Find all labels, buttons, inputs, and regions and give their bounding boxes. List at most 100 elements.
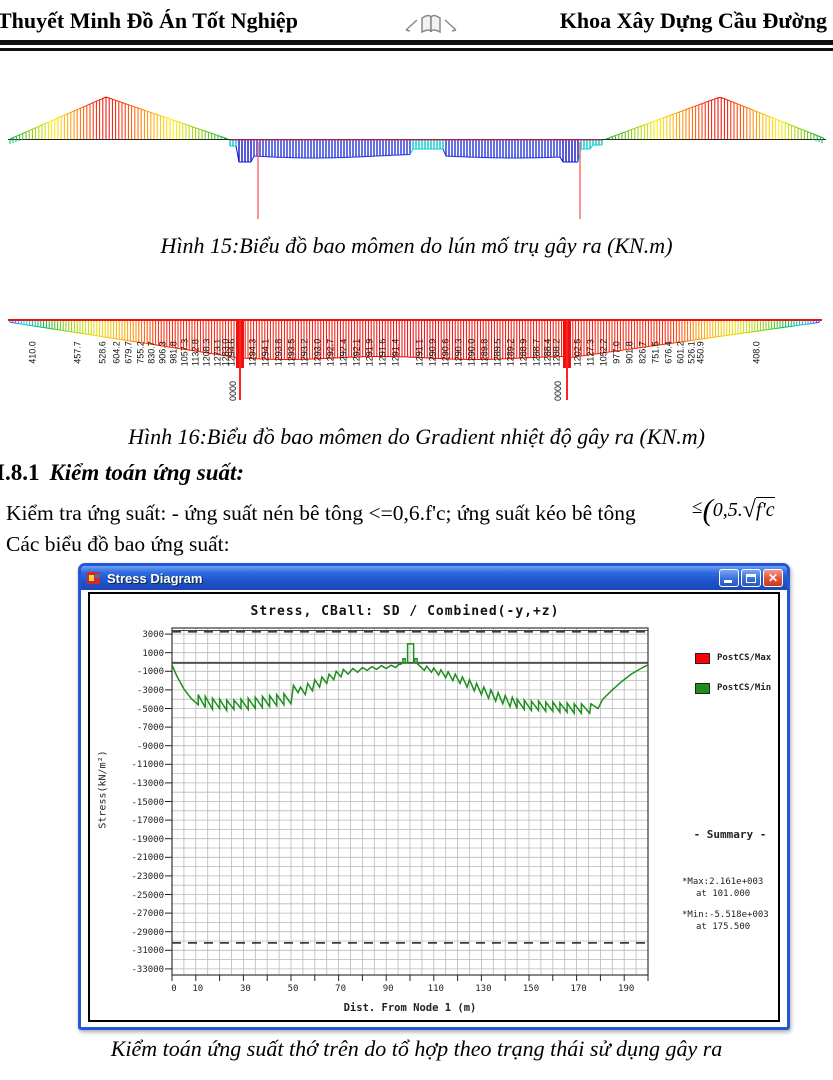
x-tick-label: 10 [192, 984, 204, 994]
figure16-value-label: 1057.3 [179, 338, 190, 367]
figure16-value-label: 1202.5 [572, 338, 583, 367]
figure16-value-label: 1294.3 [247, 338, 258, 367]
figure16-value-label: 977.0 [611, 341, 622, 364]
figure16-value-label: 528.6 [97, 341, 108, 364]
y-tick-label: -19000 [131, 834, 164, 845]
y-tick-label: -13000 [131, 778, 164, 789]
window-titlebar[interactable]: Stress Diagram ✕ [81, 566, 787, 590]
header-left-title: Thuyết Minh Đồ Án Tốt Nghiệp [0, 8, 298, 33]
summary-min-location: at 175.500 [696, 922, 751, 932]
y-tick-label: -11000 [131, 760, 164, 771]
y-tick-label: -27000 [131, 909, 164, 920]
figure16-value-label: 1293.5 [286, 338, 297, 367]
figure16-value-label: 755.2 [135, 341, 146, 364]
legend-color-swatch [695, 683, 710, 694]
x-tick-label: 90 [382, 984, 394, 994]
figure16-value-label: 408.0 [751, 341, 762, 364]
y-tick-label: -5000 [136, 704, 164, 715]
stress-plot [165, 627, 649, 981]
y-tick-label: -15000 [131, 797, 164, 808]
x-axis-label: Dist. From Node 1 (m) [343, 1002, 477, 1014]
figure16-value-label: 906.3 [157, 341, 168, 364]
y-axis-label: Stress(kN/m²) [97, 750, 109, 829]
figure16-value-label: 981.8 [168, 341, 179, 364]
y-tick-label: -3000 [136, 685, 164, 696]
figure16-value-label: 457.7 [72, 341, 83, 364]
figure16-value-label: 1291.1 [414, 338, 425, 367]
x-tick-label: 30 [239, 984, 251, 994]
figure16-value-label: 679.7 [123, 341, 134, 364]
figure16-value-label: 676.4 [663, 341, 674, 364]
figure16-value-label: 1292.1 [351, 338, 362, 367]
figure16-value-label: 450.9 [695, 341, 706, 364]
section-title: Kiểm toán ứng suất: [49, 460, 245, 485]
legend-label: PostCS/Min [717, 683, 772, 693]
close-button[interactable]: ✕ [763, 569, 783, 587]
header-right-title: Khoa Xây Dựng Cầu Đường [559, 8, 827, 33]
y-tick-label: -29000 [131, 927, 164, 938]
maximize-icon [746, 574, 756, 583]
figure16-value-label: 410.0 [27, 341, 38, 364]
figure16-value-label: 1208.3 [201, 338, 212, 367]
figure16-value-label: 604.2 [111, 341, 122, 364]
figure16-pier-zero-label: 0000 [228, 380, 238, 402]
figure16-value-label: 830.7 [146, 341, 157, 364]
figure16-value-label: 1292.7 [325, 338, 336, 367]
summary-min-value: *Min:-5.518e+003 [682, 910, 769, 920]
figure16-value-label: 901.8 [624, 341, 635, 364]
x-tick-label: 150 [522, 984, 540, 994]
figure16-pier-zero-label: 0000 [553, 380, 563, 402]
chart-panel: Stress, CBall: SD / Combined(-y,+z) Stre… [88, 592, 780, 1022]
figure16-value-label: 1132.8 [190, 339, 201, 366]
y-tick-label: 3000 [142, 630, 164, 641]
chart-title: Stress, CBall: SD / Combined(-y,+z) [250, 604, 560, 619]
figure16-value-label: 1290.3 [453, 338, 464, 367]
figure16-value-label: 1052.2 [598, 338, 609, 367]
minimize-icon [724, 580, 732, 583]
figure15-caption: Hình 15:Biểu đồ bao mômen do lún mố trụ … [160, 233, 673, 258]
y-tick-label: -25000 [131, 890, 164, 901]
x-tick-label: 130 [475, 984, 492, 994]
figure16-value-label: 1291.6 [377, 338, 388, 367]
figure16-value-label: 1127.3 [585, 339, 596, 366]
figure16-value-label: 1288.7 [531, 338, 542, 367]
figure16-value-label: 1288.2 [551, 338, 562, 367]
y-tick-label: -31000 [131, 946, 164, 957]
figure16-value-label: 826.7 [637, 341, 648, 364]
figure16-value-label: 1290.0 [466, 338, 477, 367]
figure16-value-label: 1288.9 [518, 338, 529, 367]
y-tick-label: -21000 [131, 853, 164, 864]
close-icon: ✕ [767, 571, 779, 585]
x-tick-label: 170 [570, 984, 587, 994]
window-title: Stress Diagram [107, 570, 203, 586]
minimize-button[interactable] [719, 569, 739, 587]
figure16-value-label: 1293.8 [273, 338, 284, 367]
x-tick-label: 70 [335, 984, 347, 994]
stress-limit-formula: ≤(0,5.√f'c [692, 492, 775, 527]
x-tick-label: 110 [427, 984, 444, 994]
stress-diagram-window: Stress Diagram ✕ Stress, CBall: SD / Com… [78, 563, 790, 1030]
paragraph-line2: Các biểu đồ bao ứng suất: [6, 532, 230, 556]
maximize-button[interactable] [741, 569, 761, 587]
y-tick-label: -23000 [131, 871, 164, 882]
y-tick-label: -17000 [131, 816, 164, 827]
figure16-value-label: 1290.6 [440, 338, 451, 367]
x-tick-label: 190 [618, 984, 635, 994]
figure16-value-label: 601.2 [675, 341, 686, 364]
figure16-value-label: 1293.0 [312, 338, 323, 367]
y-tick-label: -1000 [136, 667, 164, 678]
figure16-value-label: 1289.2 [505, 338, 516, 367]
section-number: I.8.1 [0, 460, 40, 485]
header-rule-thin [0, 48, 833, 51]
y-tick-label: -9000 [136, 741, 164, 752]
figure16-caption: Hình 16:Biểu đồ bao mômen do Gradient nh… [128, 424, 705, 449]
summary-max-value: *Max:2.161e+003 [682, 877, 764, 887]
figure16-value-label: 1289.5 [492, 338, 503, 367]
figure16-value-label: 1294.1 [260, 338, 271, 367]
paragraph-line1: Kiểm tra ứng suất: - ứng suất nén bê tôn… [6, 501, 636, 525]
summary-title: - Summary - [693, 828, 767, 841]
figure16-value-label: 1294.6 [226, 338, 237, 367]
figure16-value-label: 751.5 [650, 341, 661, 364]
section-heading: I.8.1 Kiểm toán ứng suất: [0, 460, 244, 486]
